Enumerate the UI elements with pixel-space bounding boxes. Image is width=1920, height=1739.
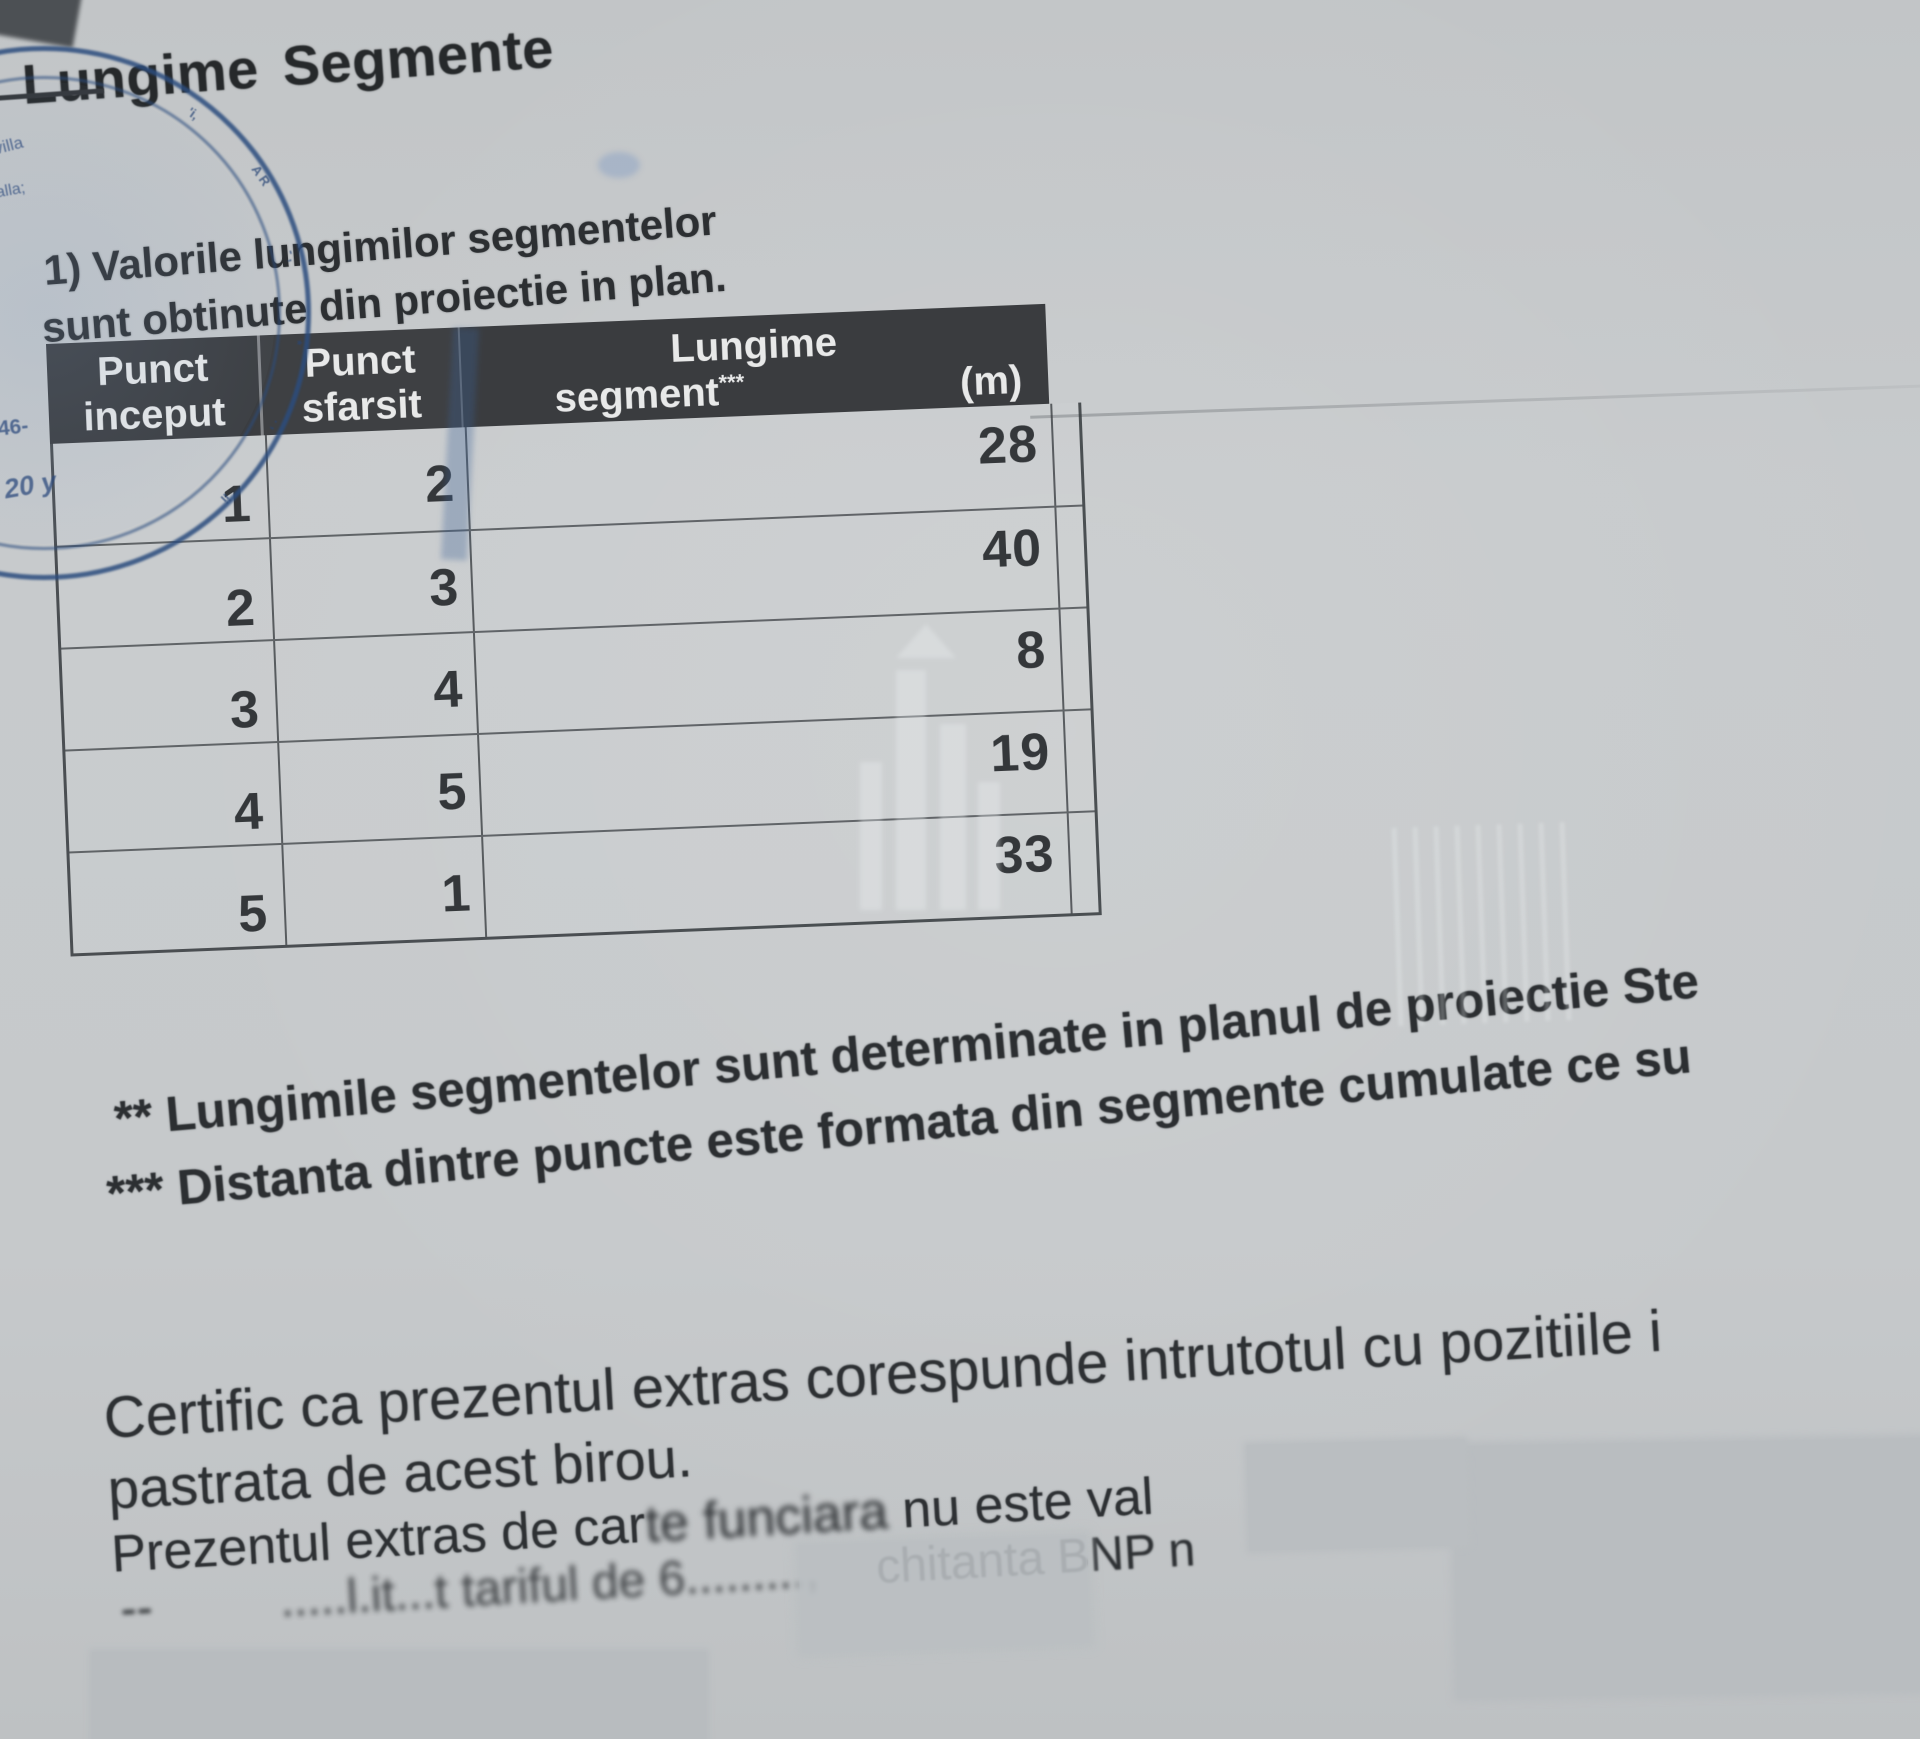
- stamp-text-fragment: alla;: [0, 179, 27, 202]
- corner-ink-smudge: [0, 0, 82, 48]
- cell-punct-inceput: 2: [57, 539, 276, 648]
- certification-line1: Certific ca prezentul extras corespunde …: [102, 1298, 1664, 1451]
- footnote-marker: ***: [718, 369, 745, 396]
- cell-punct-sfarsit: 2: [266, 427, 471, 538]
- cell-punct-inceput: 4: [65, 742, 284, 852]
- watermark-logo-icon: [860, 624, 1000, 910]
- paper-crease-line: [1030, 384, 1920, 419]
- redaction-box: [1452, 1437, 1920, 1699]
- stamp-text-fragment: 46-: [0, 414, 30, 441]
- scan-stripe-artifact: [1391, 822, 1574, 1026]
- header-punct-sfarsit: Punct sfarsit: [259, 327, 464, 436]
- cell-punct-inceput: 5: [69, 844, 288, 954]
- stamp-text-fragment: 20 y: [1, 465, 59, 505]
- cell-punct-inceput: 1: [53, 435, 271, 546]
- stamp-ring-text: A R: [248, 162, 274, 189]
- stamp-ink-smudge: [598, 152, 640, 178]
- header-punct-inceput: Punct inceput: [46, 335, 264, 444]
- redaction-box: [92, 1652, 706, 1739]
- cell-punct-sfarsit: 4: [275, 633, 479, 741]
- unit-label: (m): [959, 357, 1024, 405]
- stamp-ring-text: 'i,: [184, 104, 202, 123]
- cell-punct-sfarsit: 1: [283, 836, 488, 945]
- cell-punct-sfarsit: 5: [279, 734, 484, 843]
- stamp-text-fragment: villa: [0, 132, 26, 159]
- redaction-box: [798, 1535, 1090, 1653]
- page-title: Lungime Segmente: [20, 15, 556, 116]
- redaction-box: [1246, 1439, 1468, 1551]
- cell-punct-inceput: 3: [61, 641, 280, 750]
